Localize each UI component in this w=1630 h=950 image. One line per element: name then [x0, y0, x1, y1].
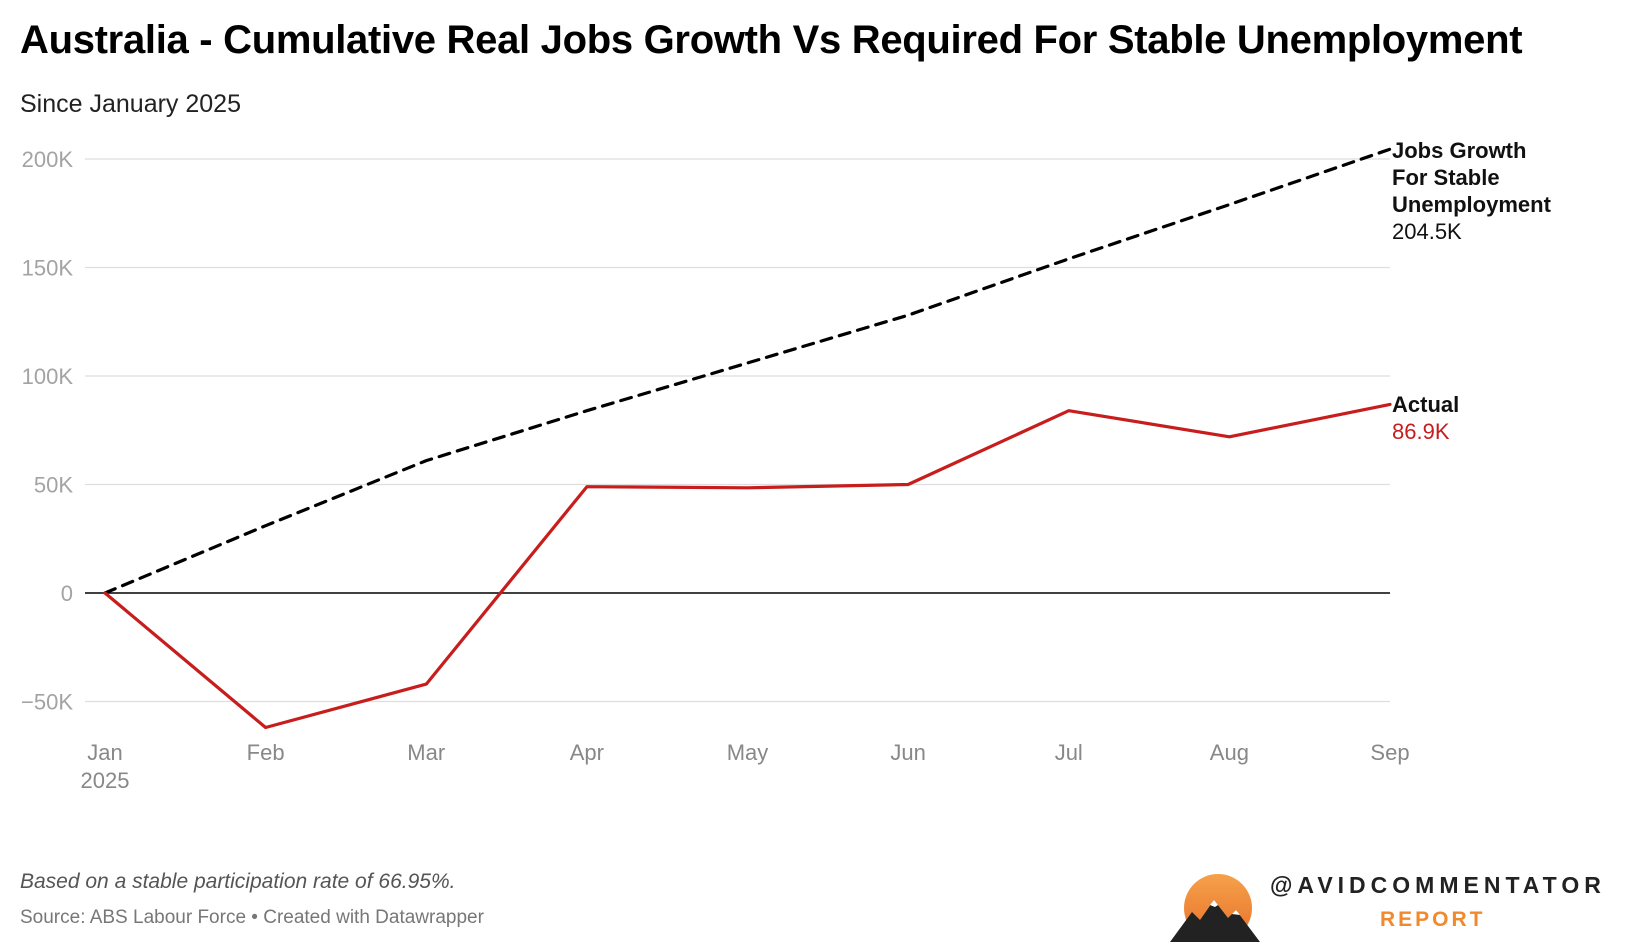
series-name-label: Unemployment: [1392, 192, 1552, 217]
footnote: Based on a stable participation rate of …: [20, 870, 456, 893]
y-tick-label: 0: [61, 581, 73, 606]
x-axis-ticks: Jan Feb Mar Apr May Jun Jul Aug Sep 2025: [81, 740, 1410, 793]
grid-layer: [85, 158, 1390, 703]
brand-block: @AVIDCOMMENTATOR REPORT: [1170, 872, 1610, 950]
brand-subtitle: REPORT: [1380, 908, 1486, 931]
series-end-value: 204.5K: [1392, 219, 1462, 244]
x-tick-label: Feb: [247, 740, 285, 765]
source-credit: Source: ABS Labour Force • Created with …: [20, 907, 484, 928]
y-tick-label: 150K: [22, 256, 74, 281]
x-tick-label: Jan: [87, 740, 122, 765]
x-tick-label: Aug: [1210, 740, 1249, 765]
series-end-value: 86.9K: [1392, 419, 1450, 444]
x-tick-label: Jun: [890, 740, 925, 765]
brand-handle: @AVIDCOMMENTATOR: [1270, 872, 1606, 898]
x-tick-label: May: [727, 740, 769, 765]
y-tick-label: 50K: [34, 473, 73, 498]
series-name-label: Jobs Growth: [1392, 138, 1526, 163]
x-tick-label: Mar: [407, 740, 445, 765]
x-tick-label: Sep: [1370, 740, 1409, 765]
y-tick-label: 100K: [22, 364, 74, 389]
chart-title: Australia - Cumulative Real Jobs Growth …: [20, 18, 1523, 62]
x-tick-sublabel: 2025: [81, 768, 130, 793]
y-tick-label: 200K: [22, 147, 74, 172]
series-layer: [103, 147, 1392, 730]
y-tick-label: −50K: [21, 690, 73, 715]
series-line: [103, 147, 1392, 595]
x-tick-label: Apr: [570, 740, 604, 765]
y-axis-ticks: −50K 0 50K 100K 150K 200K: [21, 147, 73, 715]
series-name-label: For Stable: [1392, 165, 1500, 190]
mountain-sun-logo-icon: [1170, 874, 1260, 942]
series-name-label: Actual: [1392, 392, 1459, 417]
chart-subtitle: Since January 2025: [20, 90, 241, 118]
x-tick-label: Jul: [1055, 740, 1083, 765]
series-line: [103, 402, 1392, 730]
